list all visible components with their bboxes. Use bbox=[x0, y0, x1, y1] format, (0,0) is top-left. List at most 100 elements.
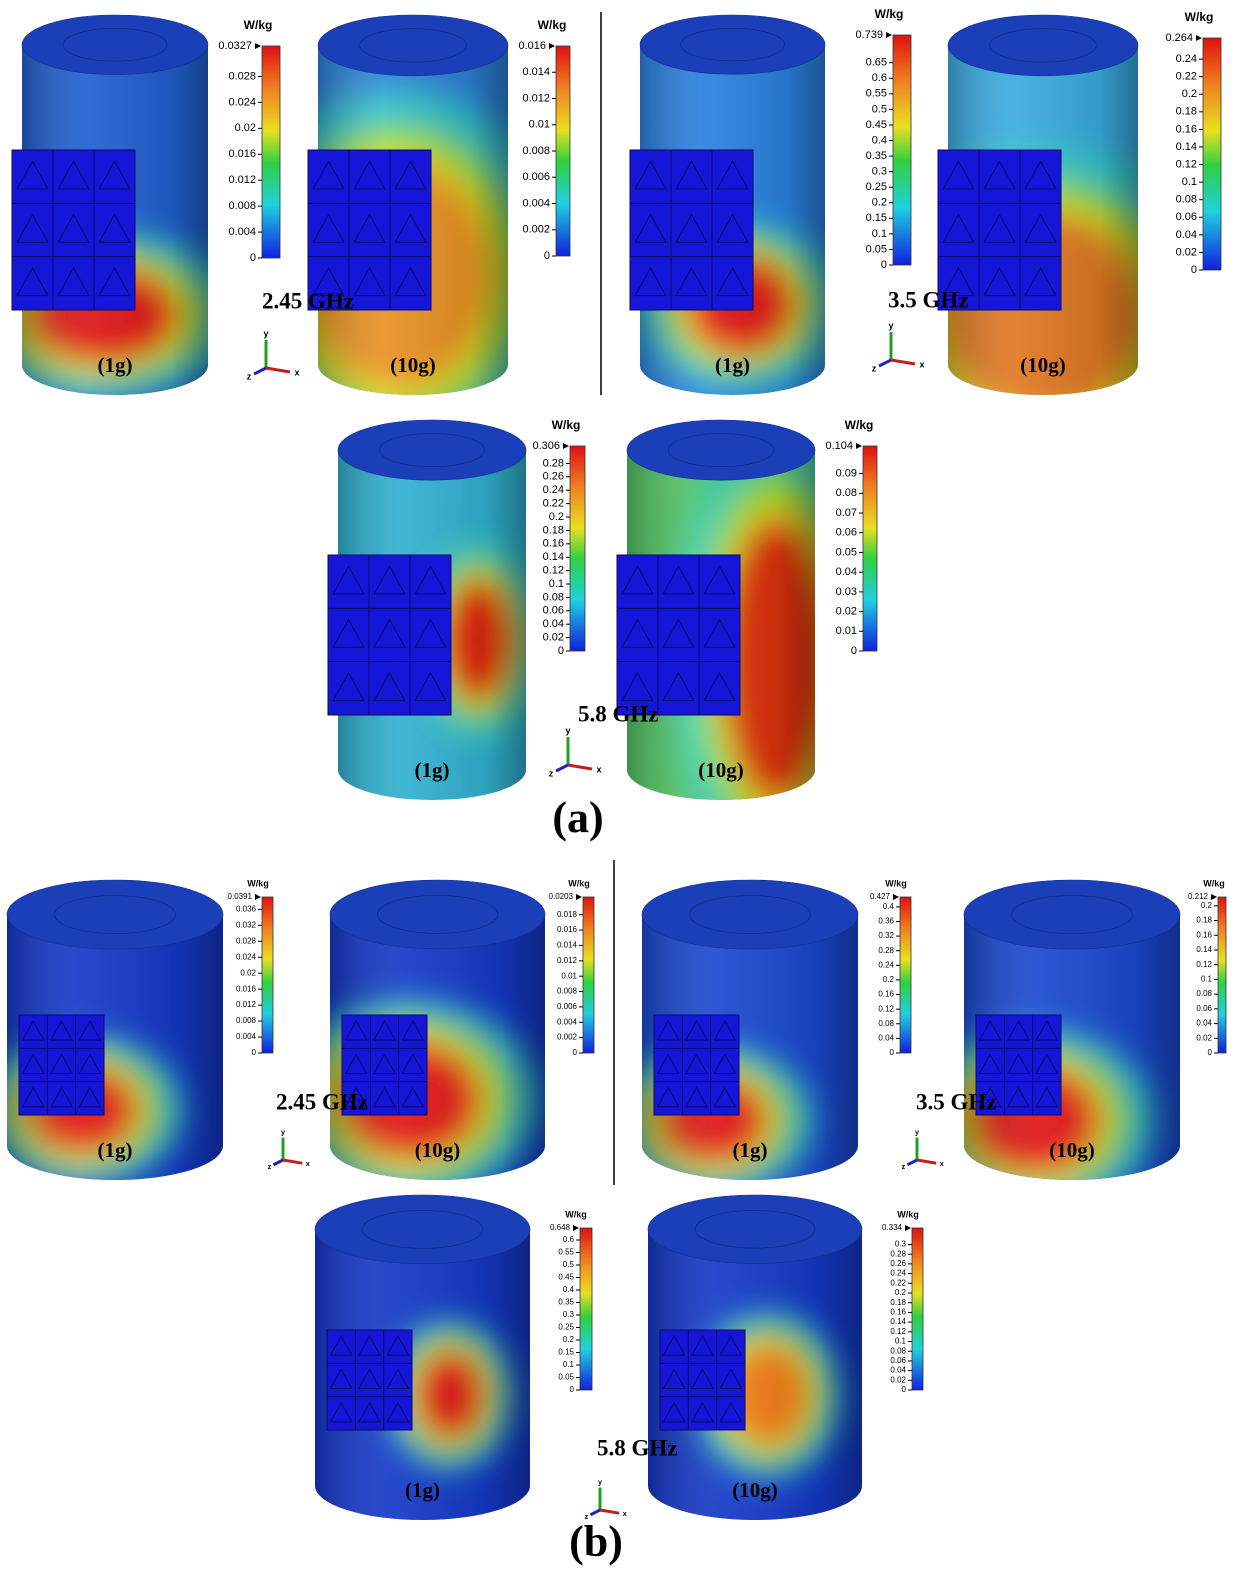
tick-label: 0.04 bbox=[1176, 229, 1197, 241]
max-label: 0.0327 bbox=[218, 40, 252, 52]
tick-label: 0.14 bbox=[1176, 141, 1197, 153]
tick-label: 0.08 bbox=[1176, 194, 1197, 206]
unit-label: W/kg bbox=[845, 418, 874, 432]
axis-label: x bbox=[940, 1159, 944, 1168]
tick-label: 0.05 bbox=[836, 546, 857, 558]
antenna bbox=[938, 150, 1061, 310]
tick-label: 0.14 bbox=[890, 1317, 906, 1326]
antenna bbox=[660, 1330, 745, 1430]
max-label: 0.016 bbox=[518, 40, 546, 52]
mass-label: (1g) bbox=[98, 353, 133, 377]
max-marker bbox=[1196, 35, 1202, 41]
tick-label: 0.4 bbox=[872, 134, 887, 146]
antenna-patch bbox=[19, 1015, 104, 1115]
tick-label: 0.1 bbox=[872, 228, 887, 240]
top bbox=[7, 880, 223, 949]
mass-label: (1g) bbox=[715, 353, 750, 377]
tick-label: 0.25 bbox=[866, 181, 887, 193]
tick-label: 0.01 bbox=[561, 971, 577, 980]
tick-label: 0.012 bbox=[522, 92, 550, 104]
tick-label: 0.02 bbox=[235, 122, 256, 134]
tick-label: 0.028 bbox=[236, 936, 257, 945]
axis-x bbox=[891, 360, 915, 364]
axis-z bbox=[907, 1160, 917, 1165]
axis-label: z bbox=[872, 363, 877, 373]
axis-x bbox=[568, 765, 592, 769]
axis-label: x bbox=[623, 1509, 627, 1518]
antenna-patch bbox=[630, 150, 753, 310]
antenna bbox=[327, 1330, 412, 1430]
tick-label: 0.024 bbox=[236, 952, 257, 961]
tick-label: 0.45 bbox=[866, 119, 887, 131]
tick-label: 0.028 bbox=[228, 70, 256, 82]
axis-z bbox=[273, 1160, 283, 1165]
mass-label: (10g) bbox=[698, 758, 744, 782]
tick-label: 0.036 bbox=[236, 904, 257, 913]
unit-label: W/kg bbox=[244, 18, 273, 32]
tick-label: 0 bbox=[851, 645, 857, 657]
max-label: 0.648 bbox=[550, 1223, 571, 1232]
tick-label: 0.08 bbox=[890, 1346, 906, 1355]
tick-label: 0.45 bbox=[558, 1273, 574, 1282]
max-marker bbox=[255, 894, 261, 900]
max-marker bbox=[549, 43, 555, 49]
tick-label: 0.02 bbox=[543, 632, 564, 644]
tick-label: 0 bbox=[250, 252, 256, 264]
antenna-patch bbox=[12, 150, 135, 310]
tick-label: 0.05 bbox=[558, 1373, 574, 1382]
frequency-label: 5.8 GHz bbox=[597, 1435, 678, 1460]
tick-label: 0.08 bbox=[1196, 989, 1212, 998]
top bbox=[338, 420, 526, 480]
tick-label: 0.12 bbox=[1196, 960, 1212, 969]
mass-label: (1g) bbox=[405, 1478, 440, 1502]
tick-label: 0.04 bbox=[890, 1366, 906, 1375]
tick-label: 0.02 bbox=[836, 605, 857, 617]
tick-label: 0.3 bbox=[872, 166, 887, 178]
antenna bbox=[328, 555, 451, 715]
tick-label: 0.24 bbox=[543, 484, 564, 496]
antenna-patch bbox=[654, 1015, 739, 1115]
tick-label: 0.65 bbox=[866, 57, 887, 69]
tick-label: 0.06 bbox=[1196, 1004, 1212, 1013]
mass-label: (10g) bbox=[390, 353, 436, 377]
tick-label: 0.15 bbox=[558, 1348, 574, 1357]
antenna-patch bbox=[328, 555, 451, 715]
tick-label: 0 bbox=[573, 1048, 578, 1057]
tick-label: 0.28 bbox=[878, 946, 894, 955]
tick-label: 0.3 bbox=[895, 1240, 907, 1249]
tick-label: 0.18 bbox=[543, 524, 564, 536]
top bbox=[948, 15, 1138, 76]
panel-label: (a) bbox=[552, 793, 603, 842]
tick-label: 0.004 bbox=[228, 226, 256, 238]
max-marker bbox=[893, 894, 899, 900]
axis-label: z bbox=[268, 1162, 272, 1171]
tick-label: 0.35 bbox=[866, 150, 887, 162]
axis-label: x bbox=[919, 359, 924, 369]
antenna-patch bbox=[660, 1330, 745, 1430]
tick-label: 0.28 bbox=[890, 1249, 906, 1258]
tick-label: 0.36 bbox=[878, 917, 894, 926]
tick-label: 0.16 bbox=[890, 1308, 906, 1317]
tick-label: 0.18 bbox=[890, 1298, 906, 1307]
mass-label: (10g) bbox=[415, 1138, 461, 1162]
tick-label: 0 bbox=[902, 1385, 907, 1394]
tick-label: 0.12 bbox=[878, 1004, 894, 1013]
tick-label: 0.06 bbox=[836, 527, 857, 539]
tick-label: 0.18 bbox=[1196, 916, 1212, 925]
tick-label: 0 bbox=[881, 259, 887, 271]
tick-label: 0.02 bbox=[1196, 1033, 1212, 1042]
top bbox=[642, 880, 858, 949]
unit-label: W/kg bbox=[247, 878, 269, 888]
axis-z bbox=[879, 360, 891, 366]
axis-label: y bbox=[565, 725, 570, 735]
antenna bbox=[630, 150, 753, 310]
tick-label: 0.01 bbox=[836, 625, 857, 637]
axis-label: y bbox=[263, 328, 268, 338]
tick-label: 0.018 bbox=[557, 910, 578, 919]
max-label: 0.0203 bbox=[549, 892, 574, 901]
mass-label: (10g) bbox=[1049, 1138, 1095, 1162]
tick-label: 0.24 bbox=[1176, 53, 1197, 65]
tick-label: 0.1 bbox=[1182, 176, 1197, 188]
axis-z bbox=[556, 765, 568, 771]
tick-label: 0.5 bbox=[872, 103, 887, 115]
